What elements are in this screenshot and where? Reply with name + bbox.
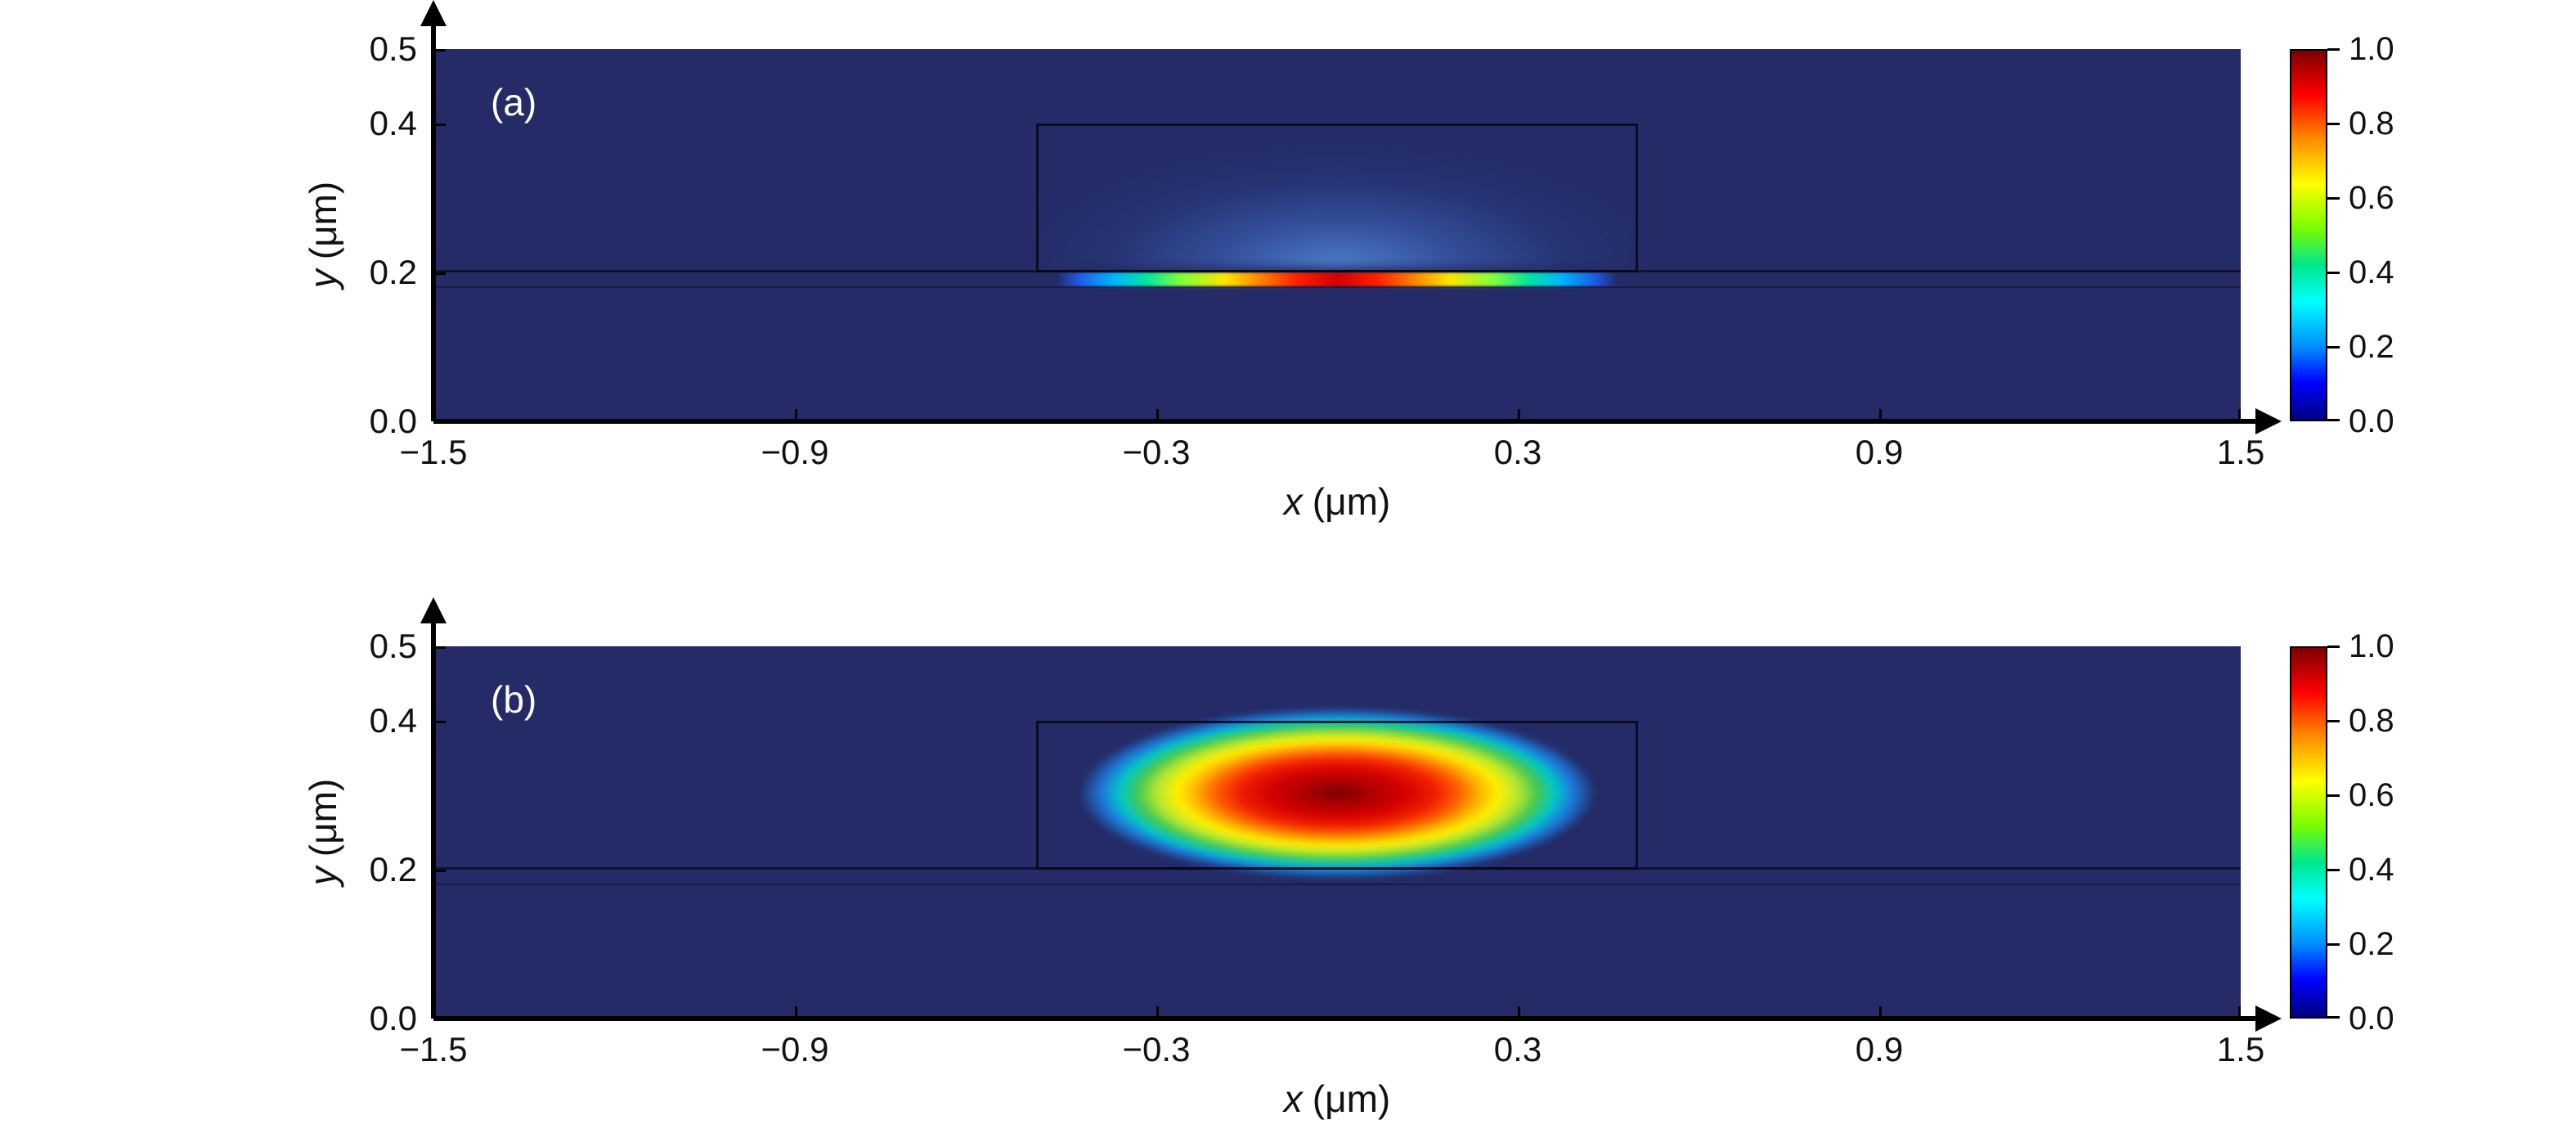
x-tick-label: −0.3 [1122, 1030, 1191, 1068]
y-axis-tick [433, 49, 446, 52]
x-tick-label: −0.9 [761, 433, 829, 471]
colorbar-tick-label: 0.6 [2349, 777, 2394, 813]
y-axis-line [431, 612, 436, 1019]
colorbar-tick [2327, 272, 2340, 274]
x-axis-tick [1518, 409, 1520, 421]
x-axis-tick [2238, 409, 2241, 421]
x-axis-tick [1156, 409, 1159, 421]
colorbar-tick-label: 0.4 [2349, 254, 2394, 290]
x-tick-label: −0.3 [1122, 433, 1191, 471]
colorbar-tick [2327, 1016, 2340, 1019]
x-axis-label-variable: x [1283, 1077, 1303, 1120]
waveguide-ridge-outline [1036, 124, 1638, 272]
y-tick-label: 0.2 [369, 253, 417, 291]
colorbar-tick-label: 0.2 [2349, 926, 2394, 962]
y-axis-arrowhead-icon [420, 0, 447, 26]
y-tick-label: 0.2 [369, 850, 417, 888]
panel-b: y(μm) 0.5 0.4 0.2 0.0 (b) −1.5 −0.9 −0.3… [0, 597, 2576, 1129]
colorbar-tick-label: 0.0 [2349, 1001, 2394, 1037]
x-tick-label: −0.9 [761, 1030, 829, 1068]
colorbar-tick [2327, 419, 2340, 421]
x-axis-tick [795, 1006, 797, 1019]
colorbar-tick-label: 1.0 [2349, 628, 2394, 664]
x-tick-label: 0.9 [1855, 1030, 1904, 1068]
y-tick-label: 0.4 [369, 701, 417, 740]
colorbar-tick [2327, 123, 2340, 125]
colorbar-tick [2327, 720, 2340, 722]
y-axis-tick [433, 272, 446, 275]
x-tick-label: 0.9 [1855, 433, 1904, 471]
x-axis-label: x (μm) [1214, 479, 1460, 524]
x-axis-label: x (μm) [1214, 1077, 1460, 1121]
x-axis-tick [2238, 1006, 2241, 1019]
y-tick-label: 0.5 [369, 627, 417, 665]
colorbar-tick [2327, 346, 2340, 349]
panel-label: (a) [491, 81, 537, 124]
mode-field-glow [1043, 127, 1633, 268]
y-tick-label: 0.5 [369, 29, 417, 68]
x-axis-arrowhead-icon [2255, 1005, 2282, 1032]
x-axis-tick [1879, 1006, 1882, 1019]
y-axis-line [431, 15, 436, 421]
waveguide-ridge-outline [1036, 721, 1638, 870]
colorbar-tick-label: 0.6 [2349, 180, 2394, 216]
y-axis-tick [433, 721, 446, 723]
y-tick-label: 0.4 [369, 104, 417, 142]
panel-a: y(μm) 0.5 0.4 0.2 0.0 (a) −1.5 −0.9 −0.3… [0, 0, 2576, 532]
x-tick-label: −1.5 [399, 433, 468, 471]
y-tick-label: 0.0 [369, 402, 417, 440]
panel-label: (b) [491, 678, 537, 721]
y-axis-label-unit: (μm) [302, 778, 344, 857]
x-axis-arrowhead-icon [2255, 408, 2282, 434]
colorbar-tick [2327, 943, 2340, 946]
colorbar-tick-label: 0.0 [2349, 403, 2394, 439]
x-tick-label: 0.3 [1493, 433, 1542, 471]
slab-lower-interface-line [433, 884, 2241, 885]
x-axis-tick [795, 409, 797, 421]
colorbar-tick-label: 0.8 [2349, 106, 2394, 142]
plot-area: (b) [433, 646, 2241, 1019]
x-axis-line [433, 419, 2259, 424]
y-axis-arrowhead-icon [420, 597, 447, 623]
colorbar-tick-label: 0.4 [2349, 852, 2394, 888]
x-axis-label-unit: (μm) [1312, 480, 1391, 523]
colorbar-tick [2327, 197, 2340, 200]
mode-field-ellipse [1079, 708, 1596, 879]
y-axis-label-unit: (μm) [302, 181, 344, 260]
x-tick-label: 1.5 [2216, 1030, 2265, 1068]
x-tick-label: 1.5 [2216, 433, 2265, 471]
colorbar [2290, 646, 2327, 1019]
x-axis-label-variable: x [1283, 480, 1303, 523]
x-axis-label-unit: (μm) [1312, 1077, 1391, 1120]
colorbar-tick [2327, 869, 2340, 871]
x-tick-label: 0.3 [1493, 1030, 1542, 1068]
colorbar [2290, 49, 2327, 421]
plot-area: (a) [433, 49, 2241, 421]
colorbar-tick [2327, 645, 2340, 648]
x-tick-label: −1.5 [399, 1030, 468, 1068]
x-axis-tick [1518, 1006, 1520, 1019]
x-axis-line [433, 1016, 2259, 1021]
colorbar-tick-label: 1.0 [2349, 31, 2394, 67]
colorbar-tick [2327, 794, 2340, 797]
colorbar-tick-label: 0.2 [2349, 329, 2394, 365]
x-axis-tick [1879, 409, 1882, 421]
slab-lower-interface-line [433, 286, 2241, 288]
x-axis-tick [1156, 1006, 1159, 1019]
colorbar-tick-label: 0.8 [2349, 703, 2394, 739]
colorbar-tick [2327, 48, 2340, 51]
y-axis-tick [433, 646, 446, 649]
mode-field-interface-stripe [1057, 272, 1618, 286]
y-axis-tick [433, 124, 446, 126]
y-tick-label: 0.0 [369, 999, 417, 1037]
y-axis-tick [433, 870, 446, 872]
